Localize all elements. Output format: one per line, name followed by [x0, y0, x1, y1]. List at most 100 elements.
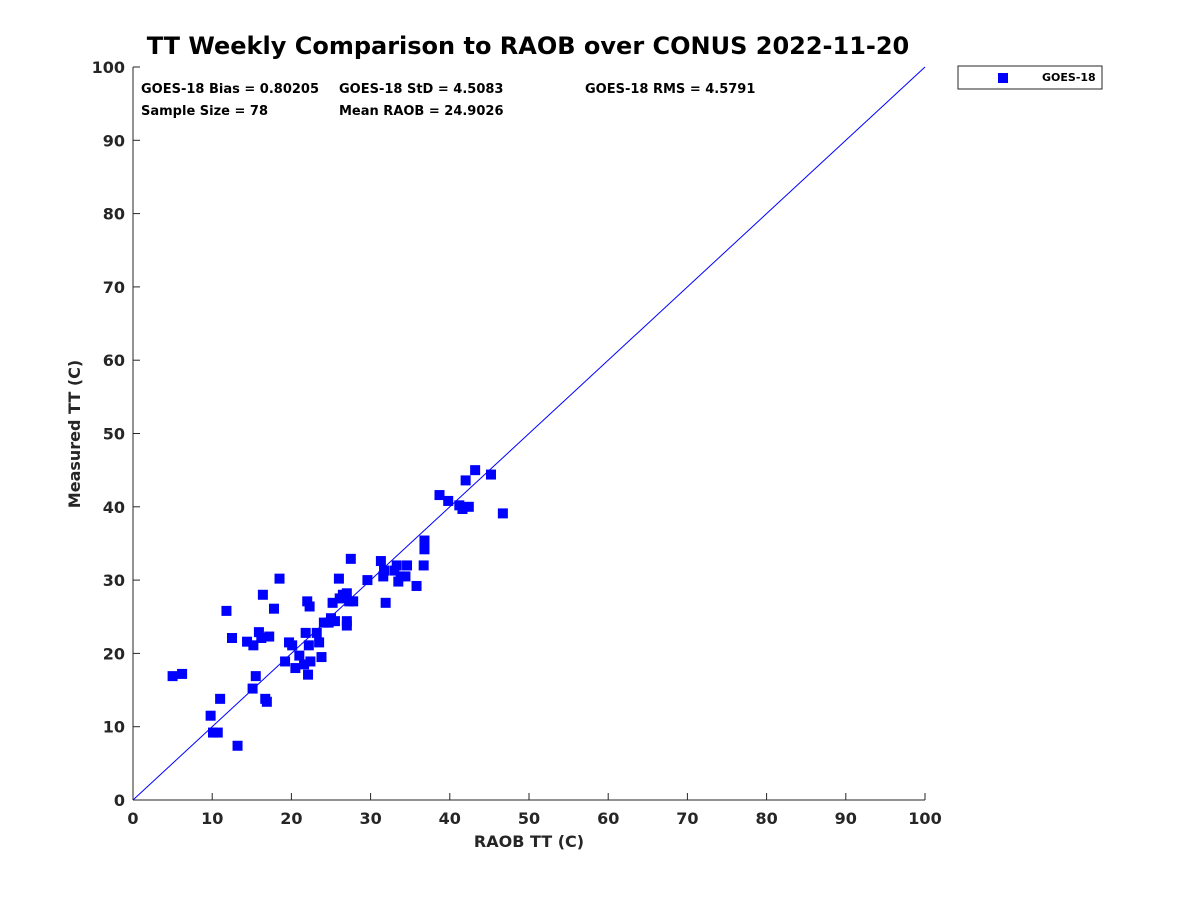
data-point: [341, 588, 352, 599]
stat-std: GOES-18 StD = 4.5083: [339, 82, 503, 97]
data-point: [380, 597, 391, 608]
x-tick-label: 100: [908, 809, 941, 828]
axis-ticks: 0 10 20 30 40 50 60 70 80 90 100 0 10 20 30 40 50 60 70 80 9…: [92, 58, 942, 828]
data-point: [242, 636, 253, 647]
data-point: [167, 671, 178, 682]
data-point: [287, 640, 298, 651]
one-to-one-line: [132, 66, 926, 801]
data-point: [389, 565, 400, 576]
y-tick-label: 40: [103, 498, 125, 517]
x-tick-label: 60: [597, 809, 619, 828]
y-tick-label: 30: [103, 571, 125, 590]
data-point: [274, 573, 285, 584]
stat-sample-size: Sample Size = 78: [141, 104, 268, 119]
data-point: [280, 656, 291, 667]
data-point: [227, 633, 237, 644]
data-point: [253, 627, 264, 638]
data-point: [177, 668, 188, 679]
data-point: [443, 495, 454, 506]
data-point: [497, 508, 508, 519]
data-point: [215, 693, 226, 704]
data-point: [247, 683, 258, 694]
x-tick-label: 10: [201, 809, 223, 828]
data-point: [460, 475, 471, 486]
data-point: [303, 640, 314, 651]
legend-label-goes-18: GOES-18: [1042, 71, 1096, 84]
x-tick-label: 20: [280, 809, 302, 828]
y-tick-label: 60: [103, 351, 125, 370]
data-point: [248, 640, 259, 651]
y-tick-label: 20: [103, 644, 125, 663]
data-point: [348, 596, 359, 607]
data-point: [221, 605, 232, 616]
data-point: [212, 727, 223, 738]
stat-mean-raob: Mean RAOB = 24.9026: [339, 104, 504, 119]
data-point: [316, 652, 327, 663]
data-point: [311, 627, 322, 638]
x-tick-label: 50: [518, 809, 540, 828]
data-point: [379, 565, 390, 576]
x-axis-label: RAOB TT (C): [474, 832, 584, 851]
y-tick-label: 90: [103, 131, 125, 150]
data-point: [411, 580, 422, 591]
data-point: [400, 571, 411, 582]
data-point: [305, 656, 316, 667]
data-point: [261, 696, 272, 707]
x-tick-label: 30: [359, 809, 381, 828]
data-point: [304, 601, 315, 612]
data-point: [329, 616, 340, 627]
y-tick-label: 50: [103, 425, 125, 444]
y-tick-label: 80: [103, 205, 125, 224]
legend-box: [957, 65, 1103, 90]
data-points: [167, 465, 508, 751]
data-point: [268, 603, 279, 614]
data-point: [378, 571, 389, 582]
y-tick-label: 100: [92, 58, 125, 77]
data-point: [391, 560, 402, 571]
data-point: [362, 575, 373, 586]
data-point: [290, 663, 301, 674]
data-point: [457, 503, 468, 514]
data-point: [375, 556, 386, 567]
y-tick-label: 70: [103, 278, 125, 297]
stat-rms: GOES-18 RMS = 4.5791: [585, 82, 755, 97]
data-point: [333, 573, 344, 584]
data-point: [303, 669, 314, 680]
data-point: [418, 560, 429, 571]
data-point: [232, 740, 243, 751]
data-point: [463, 501, 474, 512]
data-point: [250, 671, 261, 682]
data-point: [294, 650, 305, 661]
data-point: [257, 589, 268, 600]
data-point: [341, 620, 352, 631]
legend-marker-goes-18: [998, 73, 1008, 83]
data-point: [327, 597, 338, 608]
stat-bias: GOES-18 Bias = 0.80205: [141, 82, 319, 97]
data-point: [314, 637, 325, 648]
chart-title: TT Weekly Comparison to RAOB over CONUS …: [147, 32, 910, 60]
data-point: [393, 576, 404, 587]
data-point: [402, 560, 413, 571]
data-point: [345, 553, 356, 564]
data-point: [264, 631, 275, 642]
x-tick-label: 70: [676, 809, 698, 828]
data-point: [419, 544, 430, 555]
data-point: [302, 596, 313, 607]
data-point: [434, 490, 445, 501]
data-point: [256, 633, 267, 644]
x-tick-label: 90: [835, 809, 857, 828]
x-tick-label: 40: [439, 809, 461, 828]
reference-line-group: [132, 66, 926, 801]
data-point: [299, 659, 310, 670]
data-point: [419, 535, 430, 546]
y-axis-label: Measured TT (C): [65, 360, 84, 508]
x-tick-label: 80: [755, 809, 777, 828]
data-point: [300, 627, 311, 638]
data-point: [485, 469, 496, 480]
y-tick-label: 10: [103, 718, 125, 737]
legend: GOES-18: [957, 65, 1103, 90]
data-point: [470, 465, 481, 476]
x-tick-label: 0: [127, 809, 138, 828]
